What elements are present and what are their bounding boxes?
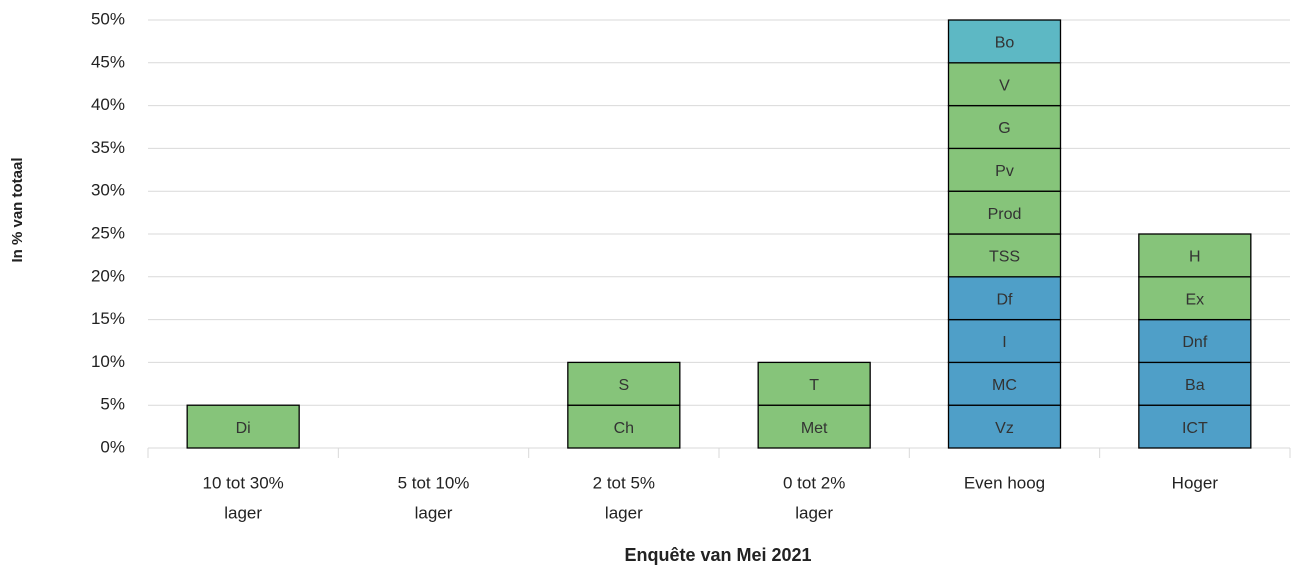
segment-label: Df (997, 291, 1014, 308)
segment-label: H (1189, 249, 1201, 266)
segment-label: Ch (614, 420, 634, 437)
segment-label: Ex (1185, 291, 1204, 308)
bar-segment (1138, 276, 1252, 321)
x-tick-label: 10 tot 30% (203, 473, 284, 492)
x-tick-label: lager (605, 503, 643, 522)
segment-label: Met (801, 420, 828, 437)
bar-segment (947, 147, 1062, 192)
bar-segment (947, 361, 1062, 406)
bar-segment (947, 19, 1062, 64)
bar-segment (1138, 318, 1252, 364)
x-tick-label: lager (415, 503, 453, 522)
x-tick-label: Even hoog (964, 473, 1045, 492)
y-tick-label: 15% (91, 309, 125, 328)
segment-label: S (618, 377, 629, 394)
segment-label: Vz (995, 420, 1014, 437)
segment-label: Di (236, 420, 251, 437)
segment-label: Pv (995, 163, 1014, 180)
segment-label: MC (992, 377, 1017, 394)
y-tick-label: 0% (100, 437, 125, 456)
bar-segment (757, 404, 871, 449)
y-tick-label: 45% (91, 52, 125, 71)
bar-segment (1138, 404, 1252, 449)
segment-label: ICT (1182, 420, 1208, 437)
bar-segment (947, 190, 1062, 235)
bar-segment (1138, 361, 1252, 406)
y-tick-label: 5% (100, 395, 125, 414)
bar-segment (947, 62, 1062, 107)
segment-label: T (809, 377, 819, 394)
segment-label: G (998, 120, 1010, 137)
segment-label: Ba (1185, 377, 1205, 394)
segment-label: V (999, 77, 1010, 94)
y-tick-label: 10% (91, 352, 125, 371)
bar-segment (567, 404, 681, 449)
x-tick-label: 2 tot 5% (593, 473, 655, 492)
bar-segment (757, 361, 871, 406)
bar-segment (186, 404, 300, 449)
bar-segment (947, 233, 1062, 278)
segment-label: Dnf (1182, 334, 1207, 351)
bar-segment (567, 361, 681, 406)
y-tick-label: 20% (91, 266, 125, 285)
segment-label: I (1002, 334, 1006, 351)
segment-label: Prod (988, 206, 1022, 223)
y-tick-label: 35% (91, 138, 125, 157)
y-tick-label: 30% (91, 181, 125, 200)
x-tick-label: 0 tot 2% (783, 473, 845, 492)
x-axis-title: Enquête van Mei 2021 (624, 545, 811, 565)
bar-segment (1138, 233, 1252, 278)
y-tick-label: 25% (91, 223, 125, 242)
x-tick-label: 5 tot 10% (398, 473, 470, 492)
bar-segment (947, 104, 1062, 150)
y-tick-label: 50% (91, 9, 125, 28)
segment-label: TSS (989, 249, 1020, 266)
x-tick-label: lager (224, 503, 262, 522)
y-tick-label: 40% (91, 95, 125, 114)
bar-segment (947, 318, 1062, 364)
y-axis-title: In % van totaal (9, 157, 26, 262)
x-tick-label: lager (795, 503, 833, 522)
x-tick-label: Hoger (1172, 473, 1219, 492)
segment-label: Bo (995, 35, 1015, 52)
